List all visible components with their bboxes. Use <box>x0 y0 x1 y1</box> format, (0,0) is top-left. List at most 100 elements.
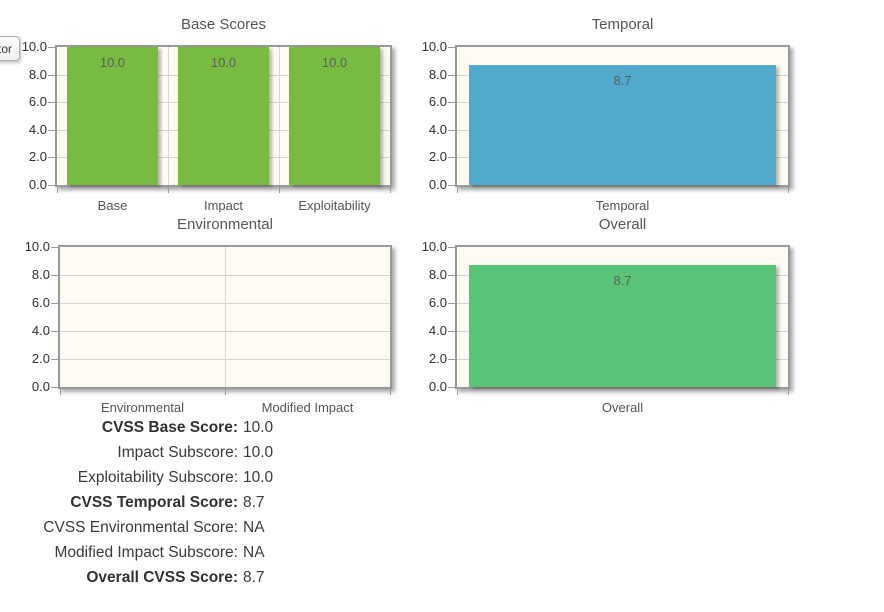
plot-area-temporal: 8.7 <box>455 45 790 187</box>
y-tick-mark <box>51 247 58 248</box>
y-tick-mark <box>48 185 55 186</box>
y-tick-mark <box>448 129 455 131</box>
y-tick-label: 10.0 <box>421 239 447 254</box>
y-tick-mark <box>448 185 455 186</box>
y-tick-mark <box>48 102 55 104</box>
bar-temporal <box>469 64 776 185</box>
score-label: CVSS Base Score: <box>101 418 238 436</box>
score-row: Exploitability Subscore: 10.0 <box>38 465 358 490</box>
gridline-v <box>168 47 169 185</box>
vector-button[interactable]: tor <box>0 36 20 61</box>
bar-overall <box>469 265 776 387</box>
score-value: 8.7 <box>243 568 265 586</box>
x-tick-mark <box>457 187 458 193</box>
y-tick-mark <box>448 387 455 388</box>
y-tick-label: 4.0 <box>428 323 447 338</box>
x-axis-label-exploitability: Exploitability <box>298 198 371 213</box>
cvss-score-summary: CVSS Base Score: 10.0 Impact Subscore: 10.0… <box>38 415 358 590</box>
chart-title-base-scores: Base Scores <box>180 16 267 33</box>
y-tick-label: 8.0 <box>428 66 447 82</box>
y-tick-label: 0.0 <box>428 379 447 394</box>
y-tick-label: 6.0 <box>28 94 47 110</box>
bar-value-label: 8.7 <box>613 72 632 88</box>
y-tick-mark <box>51 303 58 304</box>
y-tick-mark <box>448 247 455 248</box>
y-tick-label: 0.0 <box>28 177 47 192</box>
bar-value-label: 8.7 <box>613 273 632 289</box>
x-axis-label-overall: Overall <box>601 400 644 415</box>
x-tick-mark <box>60 389 61 395</box>
bar-base <box>67 47 158 185</box>
y-tick-mark <box>48 157 55 159</box>
y-tick-mark <box>448 157 455 159</box>
x-axis-label-environmental: Environmental <box>100 400 185 415</box>
y-tick-label: 8.0 <box>28 66 47 82</box>
y-tick-mark <box>448 359 455 360</box>
y-tick-label: 2.0 <box>428 351 447 366</box>
score-label: Exploitability Subscore: <box>77 468 238 486</box>
bar-value-label: 10.0 <box>321 55 348 70</box>
score-value: 8.7 <box>243 493 265 511</box>
x-tick-mark <box>279 187 280 193</box>
chart-title-environmental: Environmental <box>177 216 273 233</box>
x-tick-mark <box>390 389 391 395</box>
score-value: 10.0 <box>243 443 274 461</box>
y-tick-label: 4.0 <box>28 121 47 137</box>
score-label: CVSS Environmental Score: <box>43 518 238 536</box>
score-row: Overall CVSS Score: 8.7 <box>38 565 358 590</box>
plot-area-environmental <box>58 245 392 389</box>
bar-impact <box>178 47 269 185</box>
y-tick-label: 0.0 <box>31 379 50 394</box>
score-label: Overall CVSS Score: <box>86 568 238 586</box>
y-tick-label: 8.0 <box>428 267 447 282</box>
score-label: CVSS Temporal Score: <box>70 493 238 511</box>
y-tick-mark <box>448 47 455 48</box>
y-tick-label: 10.0 <box>21 39 47 54</box>
x-tick-mark <box>457 389 458 395</box>
x-tick-mark <box>390 187 391 193</box>
y-tick-mark <box>51 387 58 388</box>
y-tick-label: 8.0 <box>31 267 50 282</box>
x-tick-mark <box>57 187 58 193</box>
y-tick-mark <box>48 129 55 131</box>
vector-button-label: tor <box>0 42 12 56</box>
bar-exploitability <box>289 47 380 185</box>
y-tick-label: 4.0 <box>31 323 50 338</box>
chart-title-temporal: Temporal <box>591 16 654 33</box>
x-tick-mark <box>788 389 789 395</box>
x-tick-mark <box>788 187 789 193</box>
score-label: Impact Subscore: <box>117 443 238 461</box>
y-tick-mark <box>448 303 455 304</box>
y-tick-mark <box>51 275 58 276</box>
y-tick-mark <box>48 47 55 48</box>
x-tick-mark <box>225 389 226 395</box>
y-tick-label: 6.0 <box>428 94 447 110</box>
plot-area-base-scores: 10.0 10.0 10.0 <box>55 45 392 187</box>
score-row: Impact Subscore: 10.0 <box>38 440 358 465</box>
y-tick-mark <box>51 359 58 360</box>
x-axis-label-base: Base <box>97 198 128 213</box>
score-value: 10.0 <box>243 468 274 486</box>
y-tick-mark <box>48 74 55 76</box>
score-row: CVSS Temporal Score: 8.7 <box>38 490 358 515</box>
score-value: NA <box>243 518 265 536</box>
x-axis-label-impact: Impact <box>203 198 243 213</box>
y-tick-label: 10.0 <box>24 239 50 254</box>
y-tick-label: 2.0 <box>428 149 447 165</box>
score-row: CVSS Base Score: 10.0 <box>38 415 358 440</box>
y-tick-label: 10.0 <box>421 39 447 54</box>
score-row: Modified Impact Subscore: NA <box>38 540 358 565</box>
score-label: Modified Impact Subscore: <box>54 543 238 561</box>
x-tick-mark <box>168 187 169 193</box>
y-tick-label: 2.0 <box>31 351 50 366</box>
y-tick-mark <box>51 331 58 332</box>
y-tick-mark <box>448 275 455 276</box>
y-tick-label: 6.0 <box>31 295 50 310</box>
x-axis-label-modified-impact: Modified Impact <box>261 400 354 415</box>
x-axis-label-temporal: Temporal <box>595 198 650 213</box>
plot-area-overall: 8.7 <box>455 245 790 389</box>
y-tick-mark <box>448 331 455 332</box>
score-value: 10.0 <box>243 418 274 436</box>
y-tick-label: 0.0 <box>428 177 447 192</box>
score-row: CVSS Environmental Score: NA <box>38 515 358 540</box>
